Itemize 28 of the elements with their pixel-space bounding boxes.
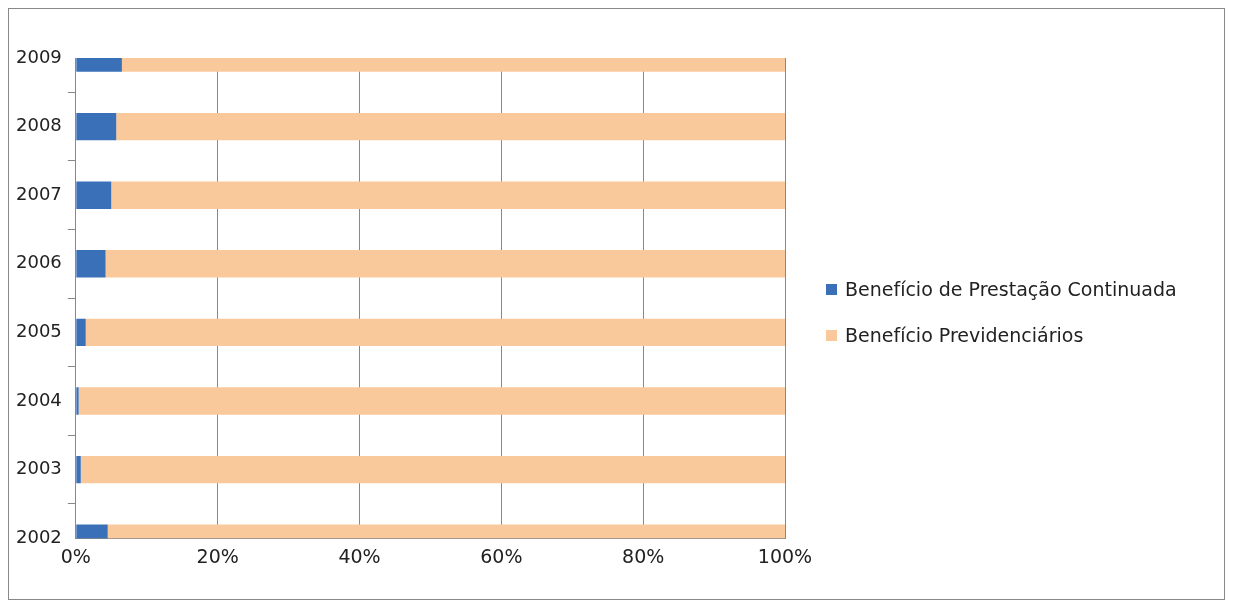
bar [76, 181, 112, 209]
bar [116, 112, 785, 141]
bar [78, 387, 785, 415]
bar [85, 318, 785, 347]
y-tick-label: 2005 [16, 320, 62, 342]
legend-label: Benefício de Prestação Continuada [845, 278, 1177, 300]
y-tick-label: 2006 [16, 251, 62, 273]
bar [76, 112, 117, 141]
y-tick-label: 2007 [16, 182, 62, 204]
bar [76, 455, 81, 484]
y-tick-label: 2004 [16, 388, 62, 410]
y-tick-label: 2003 [16, 457, 62, 479]
x-tick-label: 20% [196, 544, 239, 567]
x-tick-label: 40% [338, 544, 381, 567]
x-tick-label: 80% [622, 544, 665, 567]
y-tick-label: 2009 [16, 45, 62, 67]
legend-label: Benefício Previdenciários [845, 324, 1084, 346]
x-tick-label: 100% [757, 544, 813, 567]
y-tick-label: 2002 [16, 525, 62, 547]
bar [111, 181, 785, 209]
bar [105, 250, 785, 278]
bar [76, 318, 86, 347]
bar [80, 455, 785, 484]
bar [76, 250, 106, 278]
bar [76, 387, 79, 415]
y-tick-label: 2008 [16, 114, 62, 136]
x-tick-label: 60% [480, 544, 523, 567]
x-tick-label: 0% [60, 544, 91, 567]
